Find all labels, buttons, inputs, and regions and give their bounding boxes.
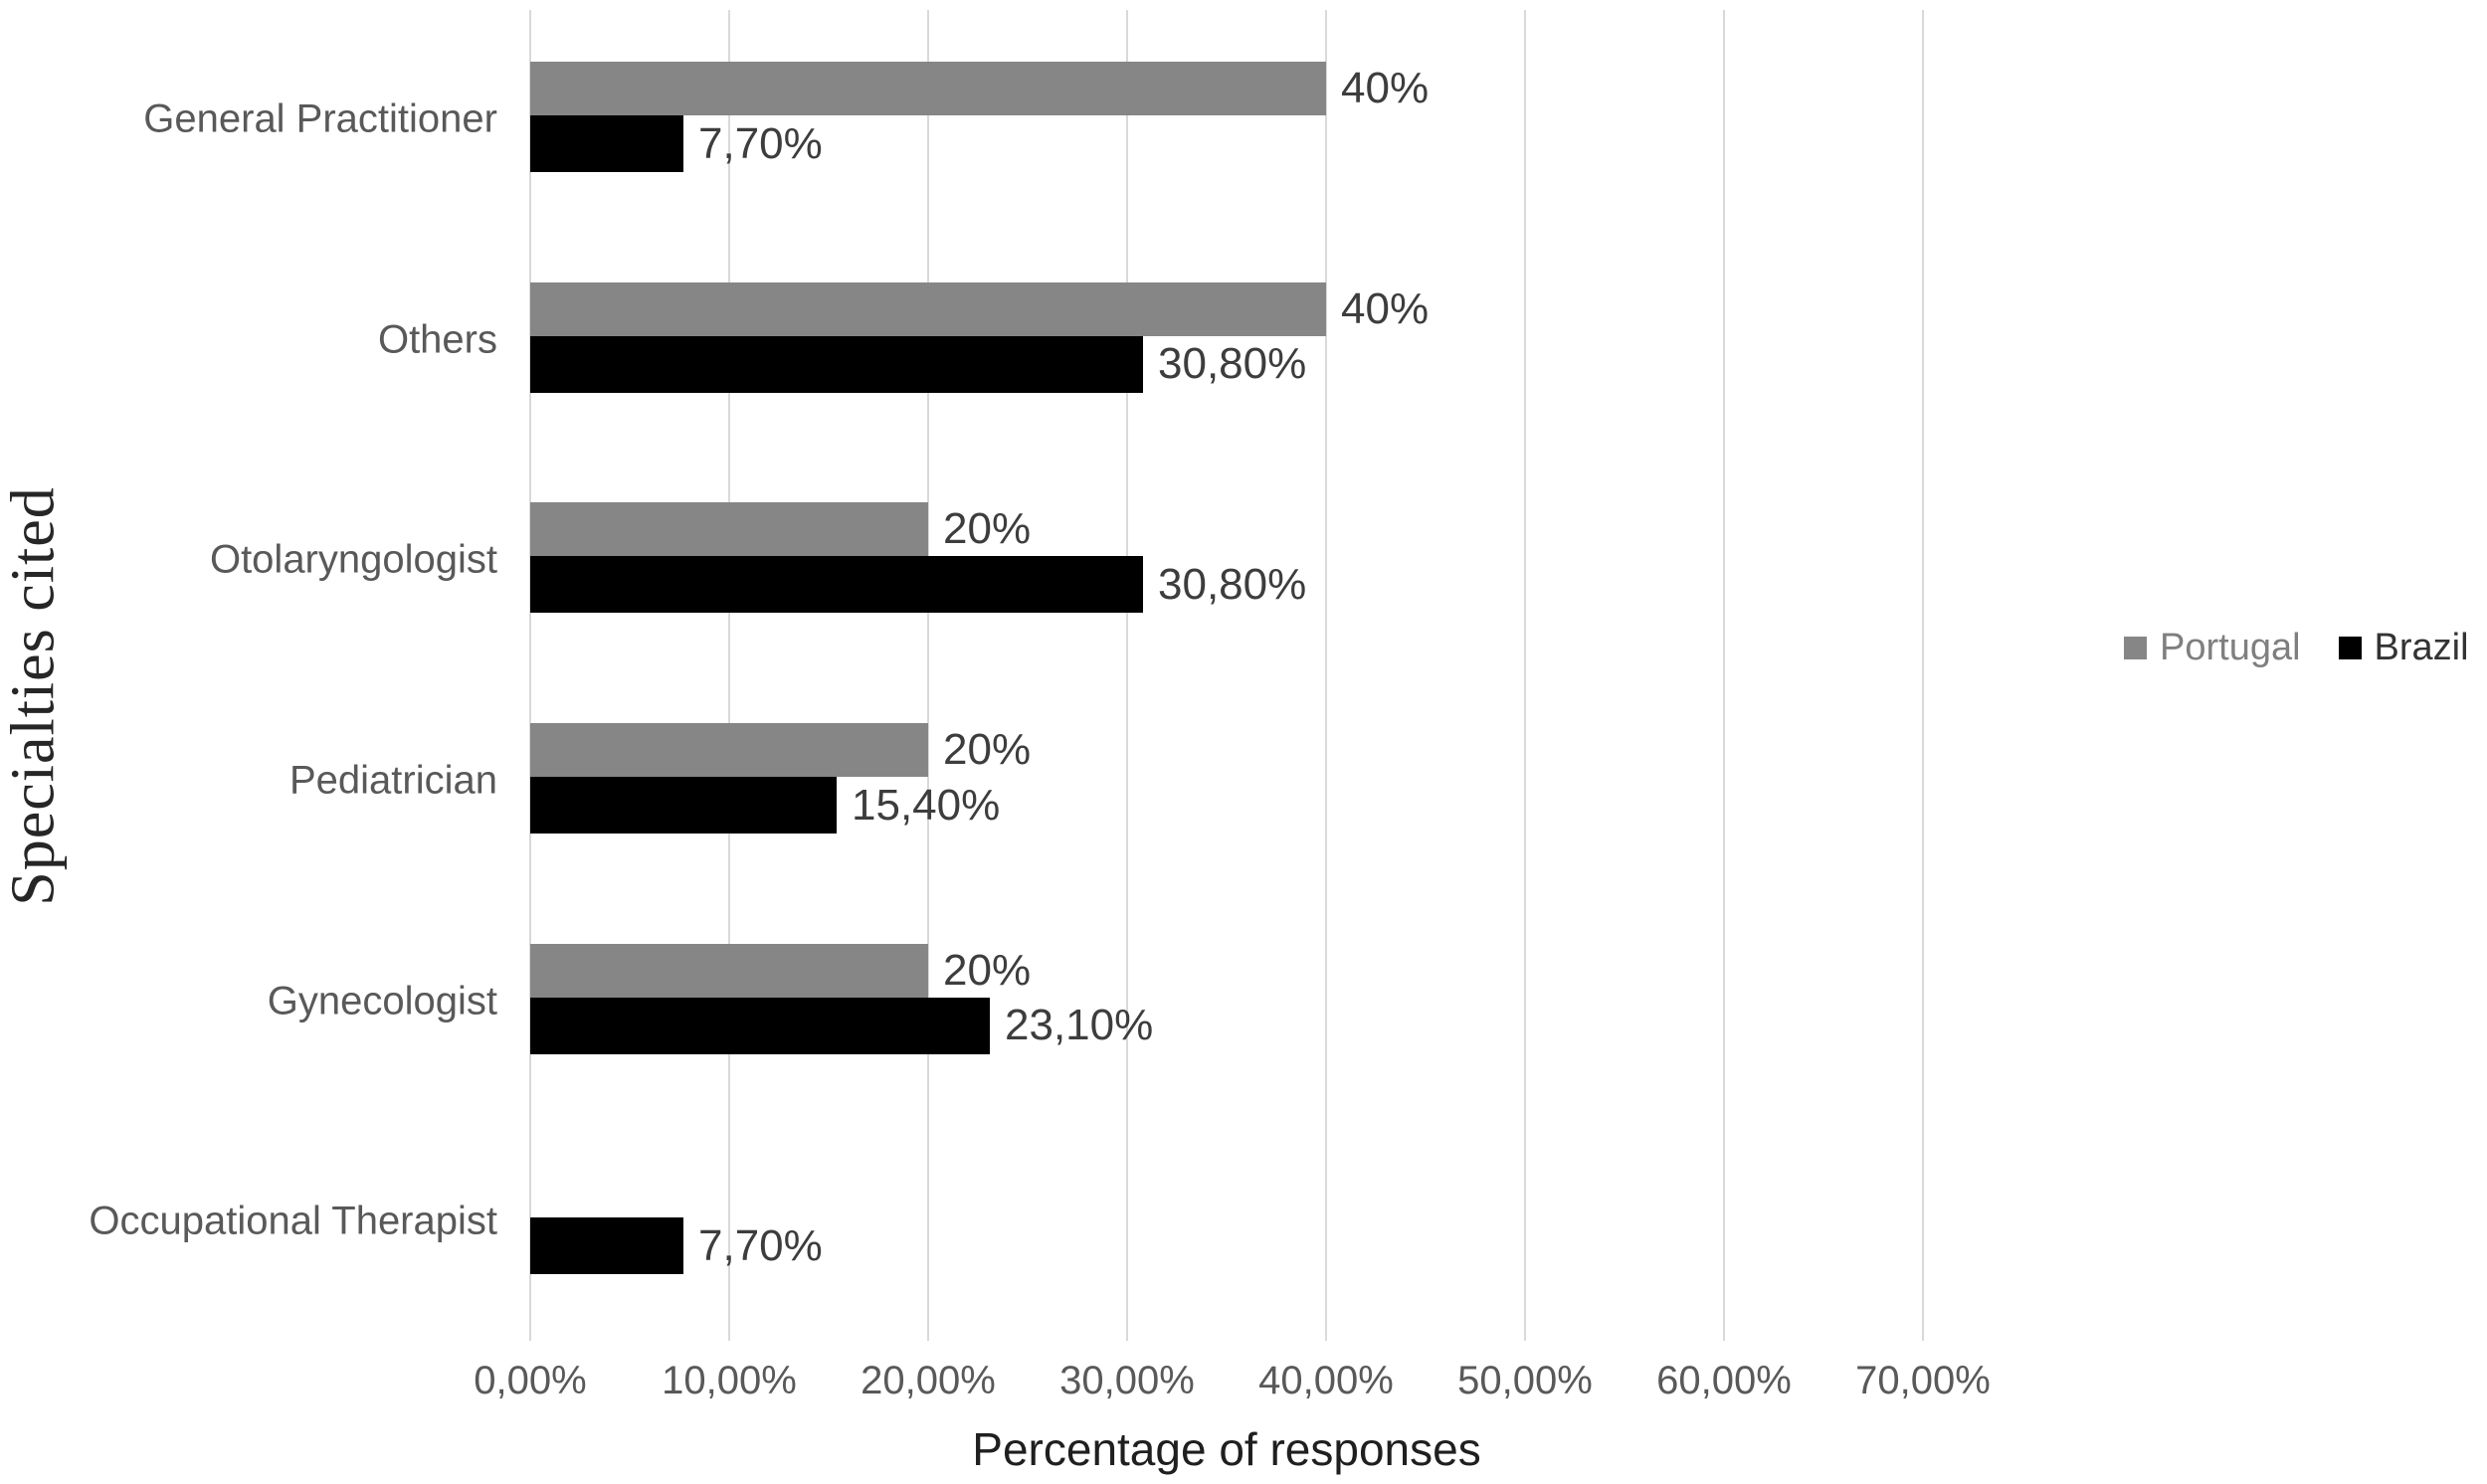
data-label-brazil: 30,80% — [1158, 559, 1307, 609]
data-label-portugal: 40% — [1341, 64, 1430, 112]
legend-item-brazil: Brazil — [2338, 627, 2469, 669]
legend-swatch-portugal — [2124, 637, 2147, 659]
x-tick-label: 70,00% — [1855, 1359, 1991, 1402]
category-label: Otolaryngologist — [209, 537, 497, 582]
x-tick-label: 0,00% — [474, 1359, 587, 1402]
category-label: Others — [377, 317, 497, 362]
data-label-brazil: 7,70% — [698, 118, 823, 168]
category-label: Pediatrician — [288, 758, 497, 803]
gridline — [728, 10, 730, 1341]
bar-brazil — [530, 335, 1143, 393]
gridline — [1325, 10, 1327, 1341]
category-label: General Practitioner — [143, 96, 497, 141]
bar-portugal — [530, 502, 928, 557]
data-label-brazil: 23,10% — [1005, 1001, 1154, 1050]
plot-area: 40% 7,70% 40% 30,80% 20% 30,80% 20% 15,40% 20% 23… — [529, 10, 1924, 1341]
gridline — [1126, 10, 1128, 1341]
legend-label-brazil: Brazil — [2374, 627, 2469, 668]
legend-label-portugal: Portugal — [2160, 627, 2301, 668]
x-tick-label: 60,00% — [1656, 1359, 1792, 1402]
legend-item-portugal: Portugal — [2124, 627, 2301, 669]
bar-portugal — [530, 723, 928, 777]
bar-brazil — [530, 777, 837, 834]
bar-portugal — [530, 943, 928, 998]
legend-swatch-brazil — [2338, 637, 2362, 659]
category-label: Occupational Therapist — [89, 1199, 497, 1243]
x-tick-label: 30,00% — [1059, 1359, 1195, 1402]
gridline — [927, 10, 929, 1341]
legend: Portugal Brazil — [2124, 627, 2469, 669]
bar-brazil — [530, 997, 990, 1054]
bar-brazil — [530, 1217, 683, 1275]
bar-brazil — [530, 556, 1143, 614]
gridline — [1922, 10, 1924, 1341]
data-label-portugal: 20% — [943, 945, 1032, 995]
gridline — [1524, 10, 1526, 1341]
data-label-brazil: 30,80% — [1158, 339, 1307, 389]
data-label-portugal: 20% — [943, 725, 1032, 774]
data-label-portugal: 20% — [943, 504, 1032, 554]
data-label-brazil: 7,70% — [698, 1220, 823, 1270]
data-label-brazil: 15,40% — [852, 780, 1001, 830]
gridline — [1723, 10, 1725, 1341]
bar-portugal — [530, 281, 1326, 336]
x-tick-label: 40,00% — [1258, 1359, 1394, 1402]
x-tick-label: 50,00% — [1457, 1359, 1593, 1402]
gridline — [529, 10, 531, 1341]
category-label: Gynecologist — [267, 979, 497, 1023]
x-tick-label: 20,00% — [861, 1359, 996, 1402]
x-axis-title: Percentage of responses — [972, 1423, 1481, 1475]
x-tick-label: 10,00% — [662, 1359, 797, 1402]
bar-portugal — [530, 62, 1326, 115]
data-label-portugal: 40% — [1341, 283, 1430, 333]
bar-brazil — [530, 115, 683, 172]
